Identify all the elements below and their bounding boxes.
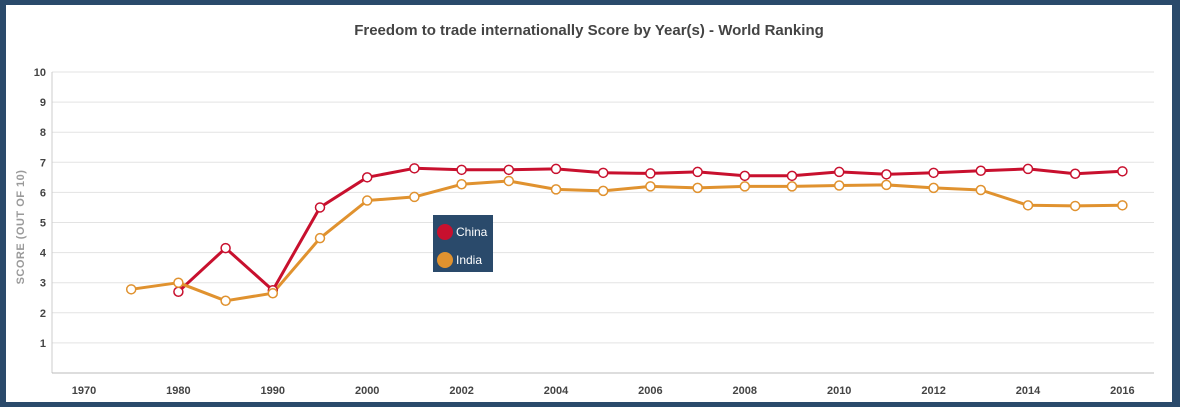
data-point-china[interactable]: [833, 166, 845, 178]
data-point-india[interactable]: [314, 232, 326, 244]
y-tick-label: 4: [40, 248, 47, 260]
data-point-china[interactable]: [173, 286, 184, 297]
data-point-china[interactable]: [739, 170, 751, 182]
y-tick-label: 3: [40, 278, 46, 290]
data-point-india[interactable]: [1022, 200, 1034, 211]
chart-frame: Freedom to trade internationally Score b…: [6, 5, 1172, 402]
data-point-china[interactable]: [361, 172, 373, 183]
data-point-india[interactable]: [833, 180, 845, 191]
data-point-india[interactable]: [975, 184, 987, 196]
data-point-china[interactable]: [550, 163, 562, 175]
x-tick-label: 1970: [72, 385, 96, 397]
data-point-china[interactable]: [645, 168, 656, 179]
data-point-china[interactable]: [409, 163, 420, 174]
data-point-china[interactable]: [1069, 168, 1081, 179]
y-tick-label: 5: [40, 218, 46, 230]
data-point-china[interactable]: [1117, 166, 1128, 177]
y-tick-label: 2: [40, 308, 46, 320]
data-point-china[interactable]: [503, 164, 515, 176]
data-point-india[interactable]: [173, 277, 184, 288]
legend-marker-china: [437, 224, 453, 240]
legend-item-china[interactable]: China: [437, 223, 487, 241]
data-point-india[interactable]: [928, 182, 939, 194]
y-tick-label: 6: [40, 187, 46, 199]
x-tick-label: 2002: [449, 385, 473, 397]
x-tick-label: 1990: [261, 385, 285, 397]
series-line-india[interactable]: [129, 179, 1124, 303]
data-point-india[interactable]: [1069, 200, 1081, 212]
y-tick-label: 7: [40, 157, 46, 169]
data-point-china[interactable]: [786, 170, 798, 182]
data-point-india[interactable]: [361, 195, 373, 206]
data-point-china[interactable]: [881, 169, 892, 180]
data-point-india[interactable]: [267, 287, 279, 299]
series-lines: [129, 166, 1124, 303]
data-point-india[interactable]: [125, 284, 137, 295]
data-point-china[interactable]: [928, 167, 939, 179]
series-points: [125, 163, 1128, 307]
data-point-china[interactable]: [314, 202, 326, 213]
data-point-india[interactable]: [786, 181, 798, 192]
data-point-india[interactable]: [220, 295, 231, 307]
x-tick-label: 2004: [544, 385, 569, 397]
grid: [52, 71, 1154, 344]
legend-marker-india: [437, 252, 453, 268]
y-tick-label: 10: [34, 67, 46, 79]
line-chart[interactable]: Freedom to trade internationally Score b…: [6, 5, 1172, 402]
data-point-india[interactable]: [645, 181, 656, 192]
y-axis-label: SCORE (OUT OF 10): [15, 170, 27, 285]
data-point-india[interactable]: [409, 191, 420, 203]
x-tick-label: 1980: [166, 385, 190, 397]
x-tick-label: 2006: [638, 385, 662, 397]
legend: China India: [433, 215, 493, 272]
data-point-india[interactable]: [550, 184, 562, 195]
data-point-india[interactable]: [739, 181, 751, 192]
data-point-india[interactable]: [597, 185, 609, 197]
data-point-china[interactable]: [597, 167, 609, 179]
data-point-india[interactable]: [881, 179, 892, 191]
legend-item-india[interactable]: India: [437, 251, 482, 269]
data-point-china[interactable]: [692, 166, 703, 178]
legend-label-india: India: [456, 253, 483, 267]
x-tick-label: 2012: [921, 385, 945, 397]
data-point-india[interactable]: [503, 175, 515, 187]
y-tick-label: 1: [40, 338, 46, 350]
axes: 1 2 3 4 5 6 7 8 9 10 1970 1980 1990 2000 2002 2004 2006 2…: [34, 67, 1154, 397]
x-tick-label: 2014: [1016, 385, 1041, 397]
data-point-india[interactable]: [1117, 200, 1128, 211]
x-tick-label: 2010: [827, 385, 851, 397]
data-point-china[interactable]: [220, 242, 231, 254]
data-point-china[interactable]: [1022, 163, 1034, 175]
legend-label-china: China: [456, 225, 488, 239]
data-point-china[interactable]: [975, 165, 987, 176]
y-tick-label: 8: [40, 127, 46, 139]
y-tick-label: 9: [40, 97, 46, 109]
data-point-india[interactable]: [692, 182, 703, 194]
x-tick-label: 2008: [733, 385, 757, 397]
data-point-india[interactable]: [456, 179, 467, 190]
chart-title: Freedom to trade internationally Score b…: [354, 22, 824, 39]
data-point-china[interactable]: [456, 164, 467, 176]
x-tick-label: 2016: [1110, 385, 1134, 397]
x-tick-label: 2000: [355, 385, 379, 397]
